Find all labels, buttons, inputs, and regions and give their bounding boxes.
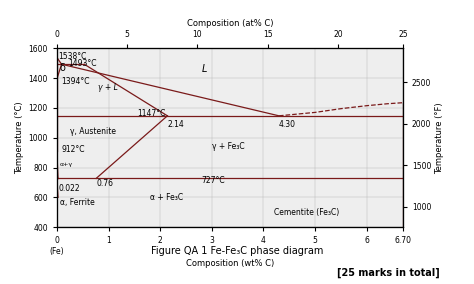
Text: Figure QA 1 Fe-Fe₃C phase diagram: Figure QA 1 Fe-Fe₃C phase diagram: [151, 246, 323, 256]
Text: 727°C: 727°C: [201, 176, 225, 185]
Text: δ: δ: [59, 63, 65, 73]
X-axis label: Composition (at% C): Composition (at% C): [187, 19, 273, 28]
Text: 2.14: 2.14: [167, 120, 184, 129]
Text: 912°C: 912°C: [61, 145, 84, 154]
Text: [25 marks in total]: [25 marks in total]: [337, 268, 440, 278]
Text: 1394°C: 1394°C: [61, 77, 90, 85]
Text: γ + L: γ + L: [98, 83, 118, 91]
Text: α, Ferrite: α, Ferrite: [60, 198, 95, 207]
Text: 4.30: 4.30: [279, 120, 296, 129]
Text: 0.022: 0.022: [59, 184, 81, 193]
Text: α+γ: α+γ: [60, 162, 73, 167]
Text: 1538°C: 1538°C: [58, 52, 86, 61]
Text: Cementite (Fe₃C): Cementite (Fe₃C): [274, 208, 339, 217]
Text: (Fe): (Fe): [50, 247, 64, 256]
Text: 1147°C: 1147°C: [137, 109, 165, 118]
Text: 0.76: 0.76: [96, 179, 113, 188]
Text: 1493°C: 1493°C: [68, 59, 97, 68]
Y-axis label: Temperature (°C): Temperature (°C): [15, 101, 24, 174]
Text: α + Fe₃C: α + Fe₃C: [150, 193, 183, 202]
Text: L: L: [201, 64, 207, 74]
Text: γ, Austenite: γ, Austenite: [70, 127, 116, 136]
Y-axis label: Temperature (°F): Temperature (°F): [436, 102, 445, 174]
Text: γ + Fe₃C: γ + Fe₃C: [212, 142, 245, 151]
X-axis label: Composition (wt% C): Composition (wt% C): [186, 259, 274, 268]
